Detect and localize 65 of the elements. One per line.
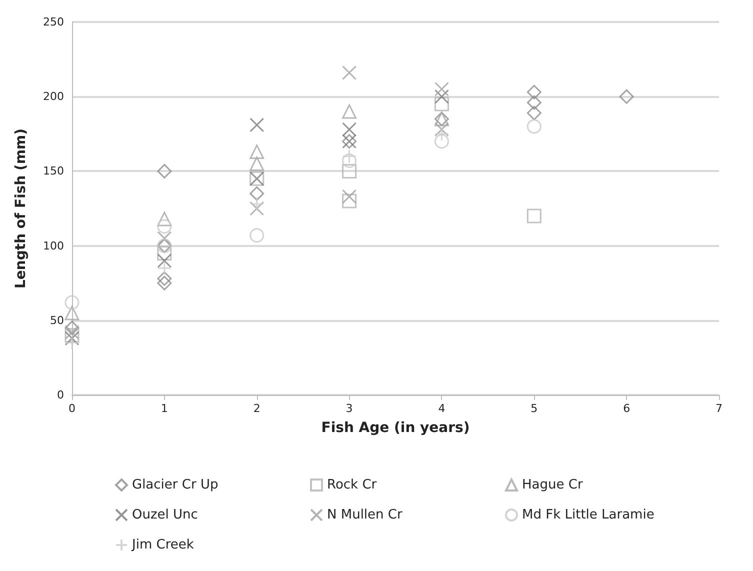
point [157,246,172,261]
point [342,194,357,208]
legend-label: N Mullen Cr [327,508,403,522]
point [434,96,449,112]
point [619,89,634,104]
point [157,219,172,234]
point [250,196,264,212]
point [250,186,264,201]
point [434,89,449,104]
x-tick-label: 3 [346,402,353,415]
point [64,295,80,310]
point [434,122,449,137]
legend-label: Ouzel Unc [132,508,198,522]
y-axis-title: Length of Fish (mm) [13,128,29,289]
y-tick-label: 200 [43,90,64,104]
point [526,106,542,120]
point [157,271,172,286]
point [250,144,264,160]
point [342,65,357,80]
x-tick-label: 7 [716,402,722,415]
point [526,95,542,110]
x-axis-title: Fish Age (in years) [321,420,470,436]
point [157,231,172,246]
point [250,118,264,132]
y-tick-label: 150 [43,164,64,178]
point [64,320,80,336]
x-tick-label: 2 [253,402,260,415]
point [157,212,172,226]
point [250,201,264,216]
y-tick-label: 100 [43,239,64,252]
point [526,208,542,224]
point [64,331,80,346]
point [434,82,449,96]
legend-label: Jim Creek [131,538,194,552]
point [342,154,357,168]
point [157,253,172,268]
x-tick-label: 4 [438,402,446,415]
legend-label: Glacier Cr Up [132,478,218,492]
legend-label: Md Fk Little Laramie [522,508,654,522]
point [342,104,357,119]
point [250,228,264,243]
x-tick-label: 1 [160,402,168,415]
y-tick-label: 50 [50,314,64,327]
point [64,336,80,350]
y-tick-label: 0 [57,388,64,402]
point [342,164,357,178]
point [64,328,80,343]
legend-label: Rock Cr [327,478,378,492]
x-tick-label: 6 [623,402,630,415]
point [434,126,449,142]
point [157,164,172,178]
legend-label: Hague Cr [522,478,584,492]
point [64,325,80,340]
point [157,276,172,290]
point [526,119,542,134]
point [434,134,449,149]
point [250,156,264,171]
point [157,260,172,276]
x-tick-label: 0 [68,402,76,415]
point [342,189,357,204]
x-tick-label: 5 [530,402,538,415]
y-tick-label: 250 [43,16,64,28]
point [526,84,542,100]
point [342,149,357,164]
point [64,306,80,320]
